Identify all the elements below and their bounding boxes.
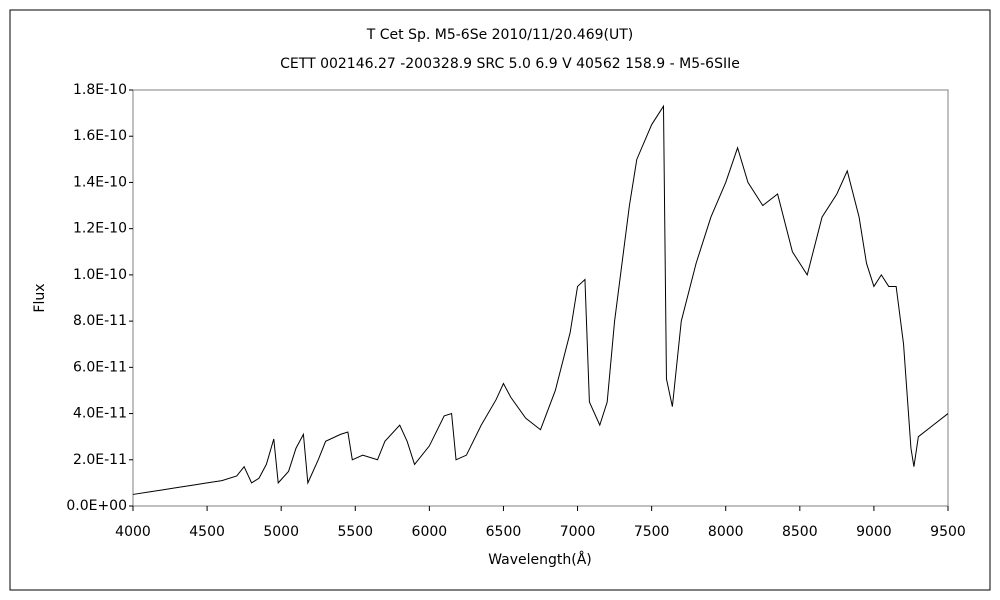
y-tick-label: 8.0E-11 bbox=[73, 313, 127, 329]
plot-area bbox=[132, 89, 949, 507]
x-tick-label: 4500 bbox=[189, 524, 225, 540]
y-tick-label: 1.8E-10 bbox=[73, 82, 127, 98]
y-tick-label: 4.0E-11 bbox=[73, 406, 127, 422]
x-axis-label: Wavelength(Å) bbox=[488, 551, 592, 568]
x-tick-label: 8000 bbox=[708, 524, 744, 540]
y-tick-label: 0.0E+00 bbox=[66, 498, 127, 514]
y-tick-label: 6.0E-11 bbox=[73, 359, 127, 375]
y-axis-label: Flux bbox=[32, 283, 48, 312]
x-tick-label: 6000 bbox=[412, 524, 448, 540]
chart-title: T Cet Sp. M5-6Se 2010/11/20.469(UT) bbox=[366, 27, 634, 43]
x-tick-label: 5500 bbox=[337, 524, 373, 540]
x-tick-label: 4000 bbox=[115, 524, 151, 540]
x-tick-label: 7500 bbox=[634, 524, 670, 540]
x-tick-label: 5000 bbox=[263, 524, 299, 540]
x-tick-label: 9000 bbox=[856, 524, 892, 540]
x-tick-label: 8500 bbox=[782, 524, 818, 540]
y-tick-label: 2.0E-11 bbox=[73, 452, 127, 468]
y-tick-label: 1.6E-10 bbox=[73, 128, 127, 144]
chart-subtitle: CETT 002146.27 -200328.9 SRC 5.0 6.9 V 4… bbox=[280, 56, 740, 72]
x-tick-label: 6500 bbox=[486, 524, 522, 540]
y-tick-label: 1.0E-10 bbox=[73, 267, 127, 283]
x-tick-label: 7000 bbox=[560, 524, 596, 540]
x-tick-label: 9500 bbox=[930, 524, 966, 540]
y-tick-label: 1.4E-10 bbox=[73, 174, 127, 190]
y-tick-label: 1.2E-10 bbox=[73, 221, 127, 237]
spectrum-line bbox=[132, 104, 949, 495]
